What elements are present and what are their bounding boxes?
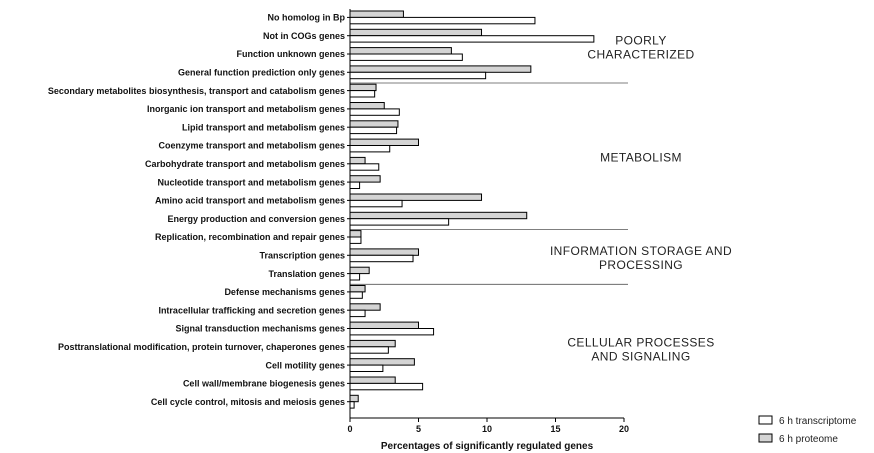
x-tick-label: 10 — [482, 424, 492, 434]
category-label: Amino acid transport and metabolism gene… — [155, 196, 345, 206]
category-label: Energy production and conversion genes — [167, 214, 345, 224]
bar-proteome — [349, 376, 396, 384]
bar-transcriptome — [349, 35, 595, 43]
bar-proteome — [349, 156, 366, 165]
category-label: Transcription genes — [259, 251, 345, 261]
bar-proteome — [349, 285, 366, 293]
bar-transcriptome — [349, 364, 384, 373]
bar-proteome — [349, 193, 483, 201]
legend-label: 6 h proteome — [779, 434, 838, 445]
x-tick-label: 20 — [619, 424, 629, 434]
bar-proteome — [349, 102, 385, 110]
bar-transcriptome — [349, 401, 355, 409]
group-label: INFORMATION STORAGE AND — [550, 244, 732, 258]
category-label: Secondary metabolites biosynthesis, tran… — [48, 86, 345, 96]
bar-proteome — [349, 266, 370, 275]
legend-label: 6 h transcriptome — [779, 416, 857, 427]
category-label: Cell motility genes — [265, 360, 345, 370]
category-label: Posttranslational modification, protein … — [58, 342, 345, 352]
x-tick-label: 5 — [416, 424, 421, 434]
legend: 6 h transcriptome 6 h proteome — [758, 415, 857, 445]
group-label: PROCESSING — [599, 258, 683, 272]
bar-transcriptome — [349, 199, 403, 208]
group-label: CHARACTERIZED — [587, 48, 694, 62]
category-label: Not in COGs genes — [263, 31, 345, 41]
category-label: Intracellular trafficking and secretion … — [158, 305, 345, 315]
bar-proteome — [349, 303, 381, 311]
bar-proteome — [349, 28, 483, 37]
category-labels: No homolog in Bp Not in COGs genes Functio… — [48, 13, 346, 407]
category-label: Cell cycle control, mitosis and meiosis … — [151, 397, 345, 407]
bar-transcriptome — [349, 16, 536, 25]
bar-proteome — [349, 83, 377, 92]
bar-proteome — [349, 321, 419, 330]
category-label: No homolog in Bp — [268, 13, 346, 23]
bar-transcriptome — [349, 126, 398, 135]
legend-swatch — [758, 433, 773, 443]
bar-proteome — [349, 230, 362, 238]
bar-transcriptome — [349, 346, 389, 354]
bar-proteome — [349, 339, 396, 348]
bar-transcriptome — [349, 328, 435, 336]
bar-transcriptome — [349, 108, 400, 116]
category-label: Function unknown genes — [237, 49, 346, 59]
bar-proteome — [349, 10, 404, 18]
category-label: Nucleotide transport and metabolism gene… — [157, 177, 345, 187]
category-label: Signal transduction mechanisms genes — [175, 324, 345, 334]
x-tick-label: 0 — [347, 424, 352, 434]
bar-transcriptome — [349, 181, 361, 190]
bar-proteome — [349, 394, 359, 403]
legend-swatch — [758, 415, 773, 425]
bar-transcriptome — [349, 53, 463, 61]
bar-proteome — [349, 120, 399, 128]
bar-transcriptome — [349, 382, 424, 391]
bar-transcriptome — [349, 145, 391, 153]
bar-transcriptome — [349, 163, 380, 171]
bar-transcriptome — [349, 273, 361, 281]
bar-proteome — [349, 211, 528, 220]
bar-proteome — [349, 175, 381, 183]
x-tick-label: 15 — [550, 424, 560, 434]
category-label: Defense mechanisms genes — [224, 287, 345, 297]
group-label: POORLY — [615, 34, 667, 48]
category-label: Cell wall/membrane biogenesis genes — [183, 379, 345, 389]
bar-transcriptome — [349, 90, 376, 98]
bar-proteome — [349, 65, 532, 73]
x-axis: 0 5 10 15 20 — [347, 9, 629, 434]
category-label: Coenzyme transport and metabolism genes — [158, 141, 345, 151]
bar-transcriptome — [349, 71, 487, 80]
bar-transcriptome — [349, 218, 450, 226]
category-label: Carbohydrate transport and metabolism ge… — [145, 159, 345, 169]
bar-transcriptome — [349, 254, 414, 263]
bar-transcriptome — [349, 236, 362, 244]
x-axis-title: Percentages of significantly regulated g… — [381, 441, 594, 452]
group-label: METABOLISM — [600, 150, 682, 164]
category-label: General function prediction only genes — [178, 68, 345, 78]
bar-proteome — [349, 138, 419, 147]
group-label: AND SIGNALING — [591, 350, 690, 364]
bar-proteome — [349, 248, 419, 256]
bars-layer — [349, 10, 595, 409]
category-label: Replication, recombination and repair ge… — [155, 232, 345, 242]
bar-transcriptome — [349, 291, 363, 299]
bar-transcriptome — [349, 309, 366, 318]
group-separators — [350, 82, 628, 285]
category-label: Translation genes — [268, 269, 345, 279]
bar-proteome — [349, 47, 452, 55]
category-label: Inorganic ion transport and metabolism g… — [147, 104, 345, 114]
group-label: CELLULAR PROCESSES — [567, 336, 714, 350]
category-label: Lipid transport and metabolism genes — [182, 122, 345, 132]
bar-proteome — [349, 358, 415, 366]
